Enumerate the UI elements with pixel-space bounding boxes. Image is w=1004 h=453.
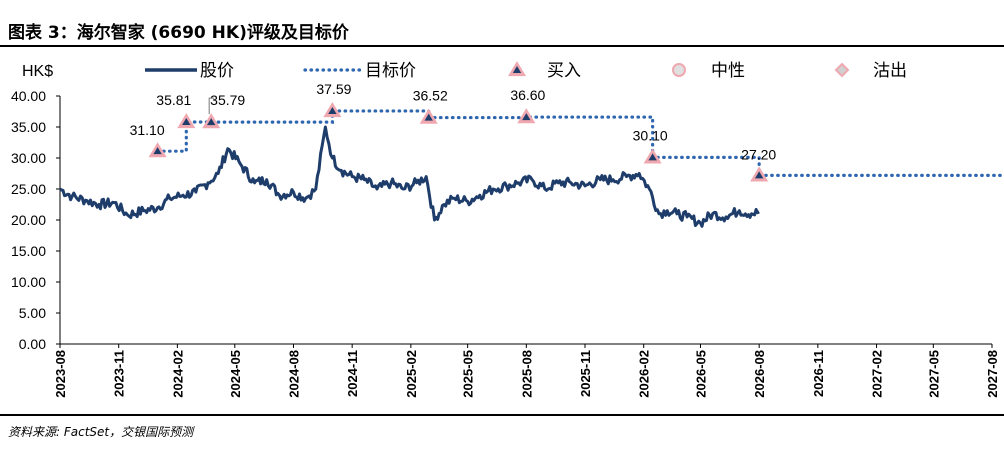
buy-rating-marker-core [648,153,657,161]
x-tick-label: 2023-11 [112,350,127,397]
legend-neutral-icon [672,63,686,77]
buy-rating-marker-core [153,147,162,155]
y-tick-label: 15.00 [11,243,46,259]
x-tick-label: 2026-11 [811,350,826,397]
legend-label: 股价 [200,61,234,81]
x-tick-label: 2025-11 [578,350,593,397]
x-tick-label: 2024-08 [286,350,301,398]
x-tick-label: 2026-05 [693,350,708,398]
y-tick-label: 30.00 [11,150,46,166]
x-tick-label: 2024-02 [170,350,185,398]
x-ticks: 2023-08 2023-11 2024-02 2024-05 2024-08 2024-… [53,344,1000,398]
buy-rating-marker-core [206,118,216,126]
rating-price-label: 36.52 [413,88,448,104]
x-tick-label: 2025-02 [404,350,419,398]
rating-price-label: 35.79 [210,92,245,108]
top-rule [0,45,1004,47]
price-line [59,125,760,228]
rating-price-label: 31.10 [130,122,165,138]
price-series [59,125,760,228]
legend: 股价 目标价 买入 中性 沽出 [145,61,907,81]
legend-label: 沽出 [873,61,907,81]
bottom-rule [0,414,1004,416]
legend-label: 中性 [711,61,745,81]
x-tick-label: 2023-08 [53,350,68,398]
x-tick-label: 2027-02 [870,350,885,398]
y-axis-label: HK$ [22,63,53,80]
target-price-line [156,109,1004,177]
x-tick-label: 2026-02 [637,350,652,398]
source-note: 资料来源: FactSet，交银国际预测 [8,425,194,439]
rating-price-label: 35.81 [156,92,191,108]
x-tick-label: 2027-05 [926,350,941,398]
buy-rating-marker-core [522,113,531,121]
rating-price-label: 27.20 [741,146,776,162]
rating-price-label: 30.10 [633,127,668,143]
buy-rating-marker-core [182,117,191,125]
x-tick-label: 2026-08 [752,350,767,398]
y-tick-label: 40.00 [11,88,46,104]
figure-title: 图表 3：海尔智家 (6690 HK)评级及目标价 [8,23,349,43]
y-tick-label: 5.00 [19,305,46,321]
x-tick-label: 2024-05 [228,350,243,398]
target-price-series [156,109,1004,177]
y-tick-label: 10.00 [11,274,46,290]
buy-rating-marker-core [328,106,337,114]
y-tick-label: 0.00 [19,336,46,352]
rating-price-label: 37.59 [316,81,351,97]
legend-sell-icon [834,62,850,78]
legend-buy-icon-core [512,66,522,73]
buy-rating-marker-core [424,113,433,121]
y-tick-label: 35.00 [11,119,46,135]
y-tick-label: 20.00 [11,212,46,228]
price-target-chart: 股价 目标价 买入 中性 沽出 HK$ 0.00 5.00 10.00 15.00 20.00 2… [11,61,1004,398]
rating-price-label: 36.60 [510,87,545,103]
y-ticks: 0.00 5.00 10.00 15.00 20.00 25.00 30.00 35.00 40… [11,88,60,352]
x-tick-label: 2024-11 [345,350,360,397]
x-tick-label: 2027-08 [985,350,1000,398]
x-tick-label: 2025-05 [461,350,476,398]
rating-markers [148,102,769,182]
legend-label: 买入 [547,61,581,81]
buy-rating-marker-core [754,171,764,179]
rating-labels: 31.10 35.81 35.79 37.59 36.52 36.60 30.10 27.20 [130,81,777,162]
y-tick-label: 25.00 [11,181,46,197]
label-leader-line [208,97,215,115]
legend-label: 目标价 [365,61,416,81]
x-tick-label: 2025-08 [519,350,534,398]
